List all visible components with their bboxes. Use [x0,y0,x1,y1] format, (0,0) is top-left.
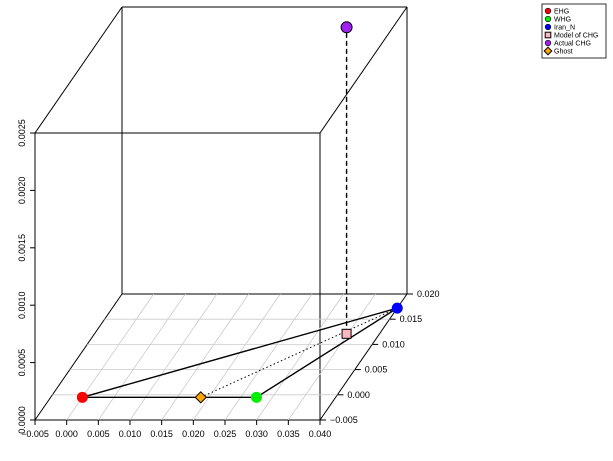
x-tick-label: 0.025 [214,429,237,439]
x-tick-label: 0.010 [119,429,142,439]
legend-label: Model of CHG [554,33,598,40]
y-tick-label: 0.000 [347,390,370,400]
data-points [77,22,403,403]
connecting-lines [82,27,397,397]
legend-marker [545,16,551,22]
y-tick-label: 0.015 [400,314,423,324]
x-tick-label: 0.035 [277,429,300,439]
y-tick-label: 0.005 [365,365,388,375]
box-edge [320,7,407,133]
x-tick-label: 0.005 [87,429,110,439]
grid-line-x [162,294,249,420]
legend-marker [545,40,551,46]
legend-label: EHG [554,9,569,16]
legend-label: Actual CHG [554,41,591,48]
connector-line [201,308,397,397]
point-iran-n [392,303,403,314]
point-ghost [195,392,206,403]
point-model-of-chg [342,329,351,338]
y-tick-label: −0.005 [330,415,358,425]
connector-line [82,308,397,397]
grid-line-x [130,294,217,420]
z-tick-label: 0.0025 [17,119,27,147]
floor-grid [52,294,389,420]
z-tick-label: 0.0020 [17,177,27,205]
legend-label: Ghost [554,49,573,56]
z-tick-label: 0.0005 [17,349,27,377]
y-tick-label: 0.010 [382,339,405,349]
y-tick-label: 0.020 [417,289,440,299]
x-tick-label: 0.015 [150,429,173,439]
legend-label: Iran_N [554,25,575,32]
box-edge [320,294,407,420]
x-tick-label: 0.030 [245,429,268,439]
legend-marker [545,8,551,14]
connector-line [256,308,397,397]
z-tick-label: 0.0015 [17,234,27,262]
legend-marker [545,32,551,38]
legend-label: WHG [554,17,571,24]
grid-line-x [193,294,280,420]
box-edge [35,7,122,133]
x-tick-label: 0.040 [309,429,332,439]
legend-marker [545,24,551,30]
point-actual-chg [341,22,352,33]
x-tick-label: 0.000 [55,429,78,439]
grid-line-x [225,294,312,420]
point-whg [251,392,262,403]
point-ehg [77,392,88,403]
z-tick-label: 0.0000 [17,406,27,434]
axis-ticks: −0.005 0.000 0.005 0.010 0.015 0.020 0.025 0.03… [17,119,440,439]
grid-line-x [257,294,344,420]
x-tick-label: 0.020 [182,429,205,439]
z-tick-label: 0.0010 [17,291,27,319]
grid-line-x [98,294,185,420]
grid-line-x [288,294,375,420]
